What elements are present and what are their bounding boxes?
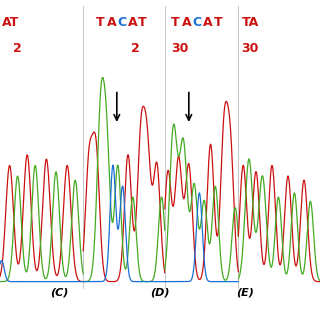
Text: A: A — [203, 16, 212, 29]
Text: 30: 30 — [171, 42, 188, 55]
Text: (C): (C) — [50, 288, 68, 298]
Text: 30: 30 — [242, 42, 259, 55]
Text: 2: 2 — [13, 42, 21, 55]
Text: C: C — [192, 16, 202, 29]
Text: (E): (E) — [236, 288, 254, 298]
Text: A: A — [182, 16, 191, 29]
Text: 2: 2 — [131, 42, 140, 55]
Text: T: T — [171, 16, 180, 29]
Text: T: T — [96, 16, 105, 29]
Text: (D): (D) — [150, 288, 170, 298]
Text: AT: AT — [2, 16, 19, 29]
Text: T: T — [138, 16, 147, 29]
Text: T: T — [213, 16, 222, 29]
Text: TA: TA — [242, 16, 259, 29]
Text: C: C — [117, 16, 126, 29]
Text: A: A — [128, 16, 137, 29]
Text: A: A — [107, 16, 116, 29]
